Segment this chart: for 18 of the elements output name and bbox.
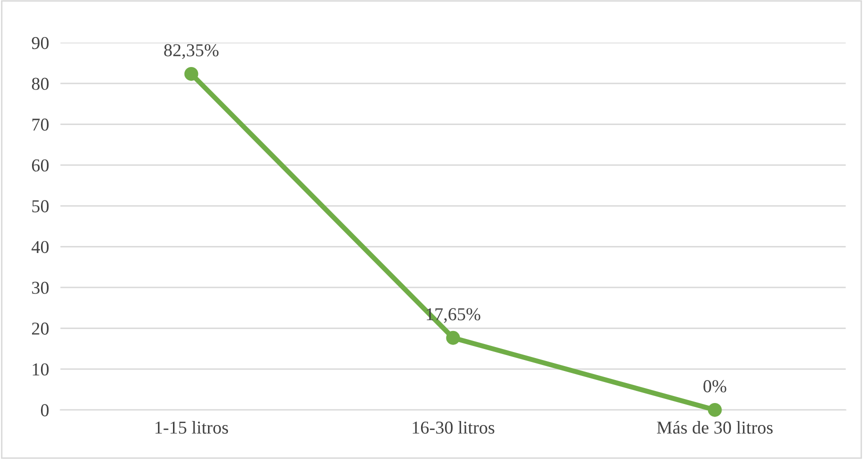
y-tick-label: 50 [32,200,49,212]
point [184,66,198,81]
y-tick-label: 0 [40,404,49,416]
y-tick-label: 80 [32,78,49,90]
x-tick-label: 1-15 litros [156,421,228,434]
data-label: 82,35% [164,44,219,59]
y-tick-label: 40 [32,240,49,254]
y-tick-label: 90 [32,36,49,50]
y-tick-label: 30 [32,282,49,294]
point [708,402,722,417]
y-tick-label: 60 [32,159,49,172]
y-tick-label: 70 [32,118,49,131]
y-tick-label: 20 [32,322,49,335]
x-tick-label: 16-30 litros [412,421,494,434]
point [446,330,460,345]
x-tick-label: Más de 30 litros [656,420,773,434]
y-tick-label: 10 [32,363,49,376]
data-label: 0% [704,380,726,392]
